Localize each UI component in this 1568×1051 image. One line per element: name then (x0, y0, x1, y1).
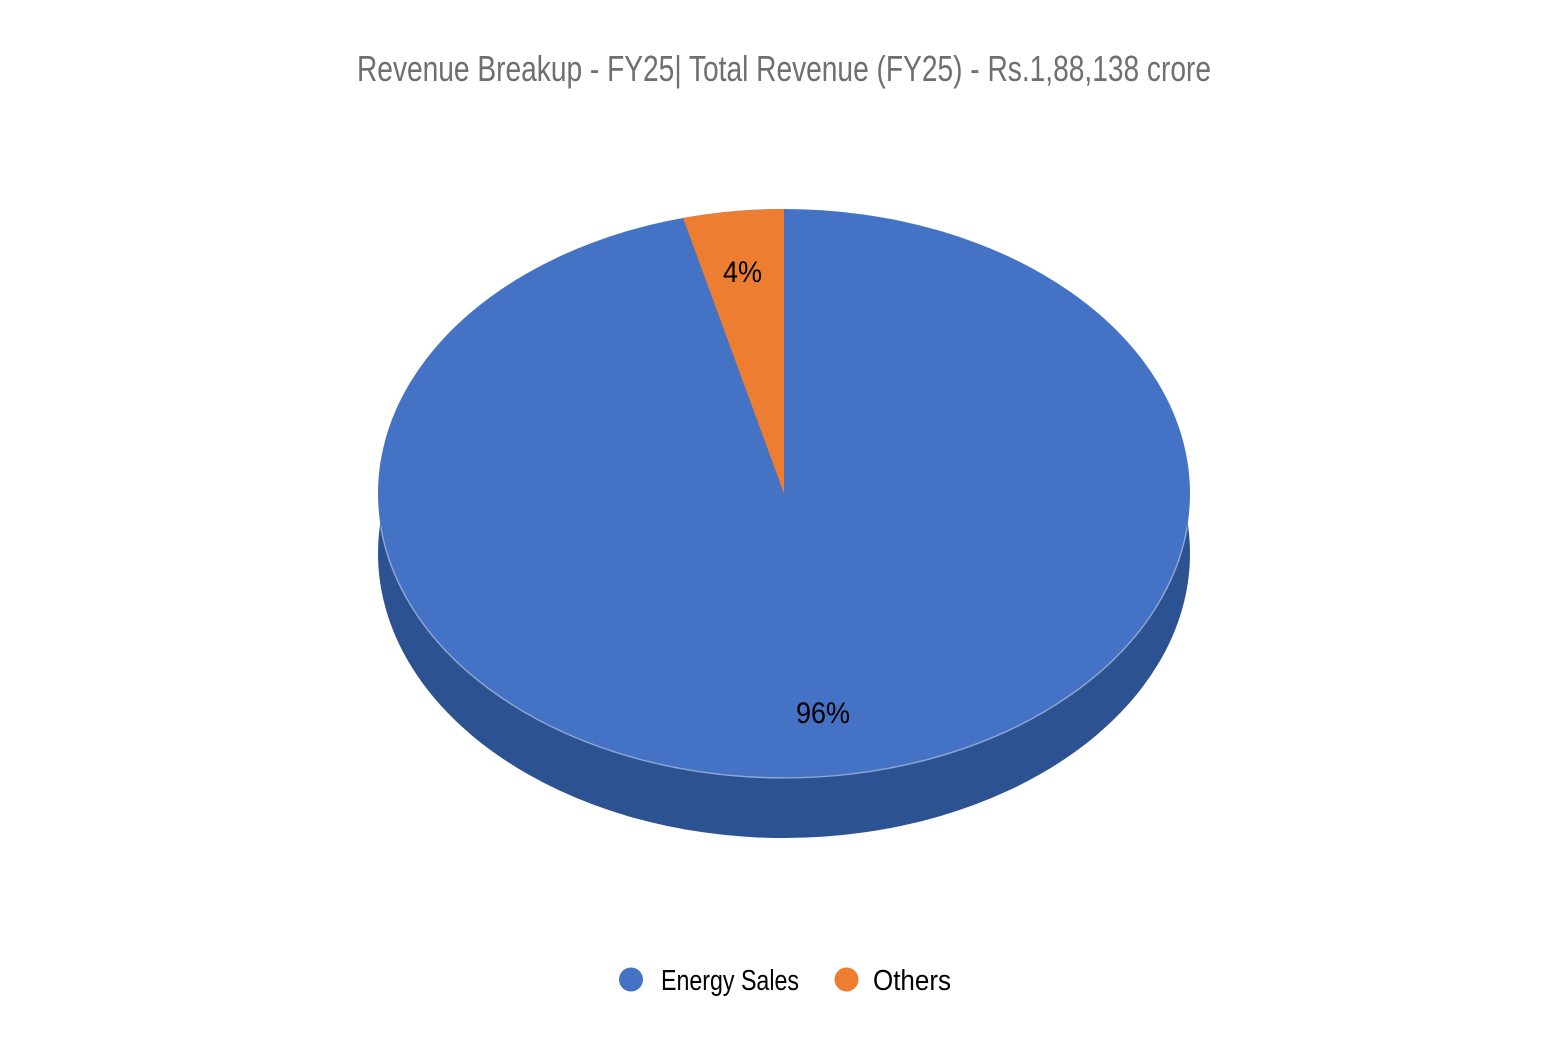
svg-text:Revenue Breakup - FY25| Total: Revenue Breakup - FY25| Total Revenue (F… (357, 48, 1211, 89)
svg-text:96%: 96% (796, 697, 850, 730)
svg-text:Others: Others (873, 965, 951, 997)
svg-text:4%: 4% (723, 256, 762, 289)
svg-text:Energy Sales: Energy Sales (661, 965, 799, 997)
